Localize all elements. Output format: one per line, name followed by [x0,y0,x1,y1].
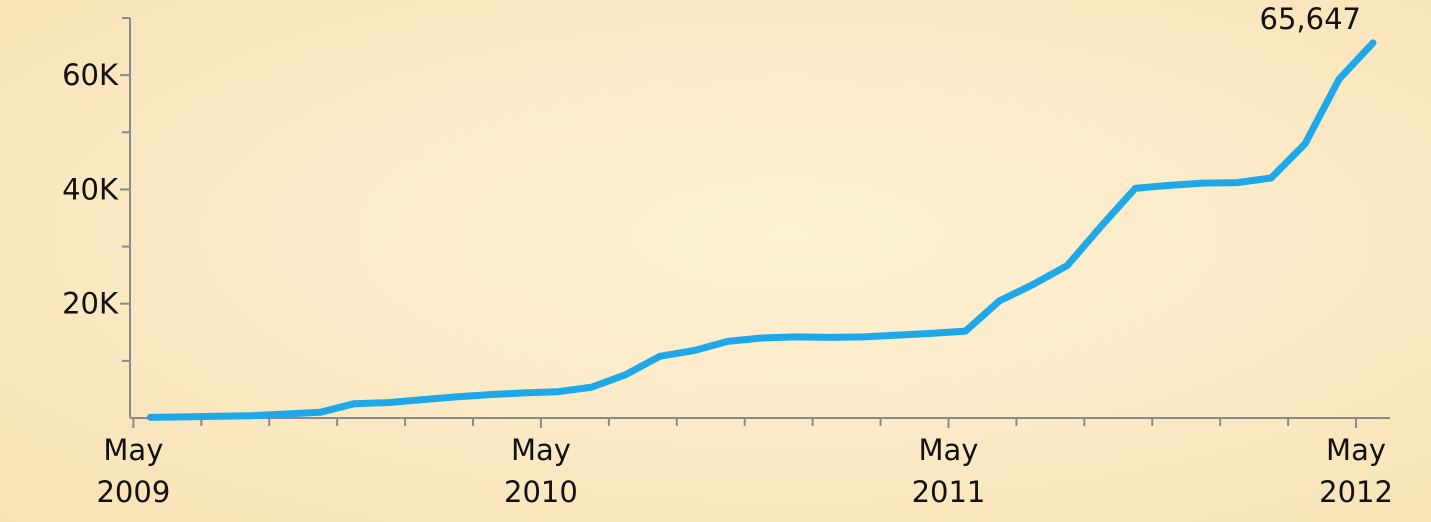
x-tick-label: May 2010 [504,433,578,509]
x-tick-label-line: May [1326,433,1386,467]
data-label: 65,647 [1260,2,1361,36]
x-tick-label: May 2012 [1319,433,1393,509]
x-tick-label-line: 2011 [912,475,986,509]
y-tick-label: 20K [62,287,119,321]
y-tick-label: 40K [62,172,119,206]
x-tick-label-line: 2012 [1319,475,1393,509]
line-series [146,39,1377,421]
y-tick-label: 60K [62,58,119,92]
x-tick-label: May 2011 [912,433,986,509]
x-tick-label-line: 2010 [504,475,578,509]
x-tick-label-line: 2009 [96,475,170,509]
x-tick-label-line: May [511,433,571,467]
x-tick-label-line: May [919,433,979,467]
x-tick-label-line: May [103,433,163,467]
x-tick-label: May 2009 [96,433,170,509]
